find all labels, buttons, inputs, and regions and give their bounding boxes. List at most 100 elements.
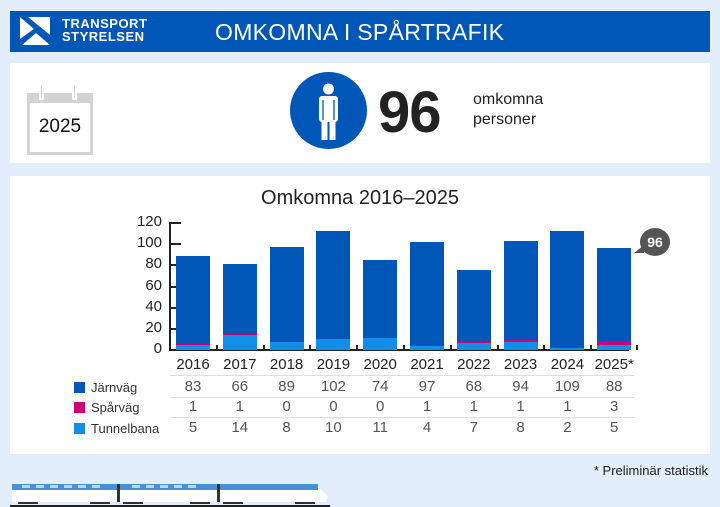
y-tick-label: 60	[145, 276, 162, 294]
bar-segment-järnväg	[222, 264, 257, 335]
logo-line-2: STYRELSEN	[62, 29, 145, 44]
table-cell: 89	[278, 378, 295, 395]
x-tick-mark	[356, 345, 359, 350]
label-line-2: personer	[473, 111, 537, 128]
bar-segment-spårväg	[410, 344, 444, 346]
table-cell: 8	[516, 419, 525, 436]
column-header-year: 2019	[316, 356, 351, 373]
table-cell: 0	[282, 398, 291, 415]
table-cell: 109	[554, 378, 580, 395]
x-tick-mark	[496, 345, 499, 350]
fatalities-count: 96	[378, 80, 442, 145]
train-illustration-icon	[10, 484, 330, 507]
bar-segment-spårväg	[597, 341, 632, 345]
bar-segment-järnväg	[363, 260, 398, 339]
chart-panel	[10, 176, 710, 454]
table-cell: 3	[610, 398, 619, 415]
bar-segment-tunnelbana	[222, 335, 257, 350]
table-cell: 1	[235, 398, 244, 415]
bar-segment-järnväg	[410, 242, 444, 345]
summary-panel: 2025 96 omkomna personer	[10, 63, 710, 163]
y-tick-label: 80	[145, 255, 162, 273]
column-header-year: 2020	[363, 356, 397, 373]
table-cell: 102	[320, 378, 346, 395]
bar-segment-järnväg	[269, 247, 304, 342]
bar-segment-järnväg	[176, 255, 210, 344]
header-bar: TRANSPORT STYRELSEN OMKOMNA I SPÅRTRAFIK	[10, 11, 710, 52]
bar-segment-spårväg	[550, 346, 585, 348]
y-tick-mark	[169, 327, 181, 330]
table-divider	[170, 397, 634, 398]
table-cell: 5	[188, 419, 198, 436]
bar-segment-tunnelbana	[503, 341, 538, 350]
y-tick-label: 120	[136, 213, 162, 230]
bar-segment-tunnelbana	[597, 344, 632, 350]
table-cell: 94	[512, 378, 529, 395]
x-tick-mark	[543, 345, 546, 350]
table-cell: 1	[563, 398, 572, 415]
table-cell: 7	[469, 419, 478, 436]
column-header-year: 2021	[410, 356, 444, 373]
table-cell: 1	[516, 398, 525, 415]
bar-segment-tunnelbana	[269, 341, 304, 350]
bar-segment-spårväg	[176, 343, 210, 345]
y-tick-label: 100	[136, 234, 162, 252]
annotation-badge: 96	[640, 228, 670, 256]
summary-year: 2025	[38, 116, 82, 137]
column-header-year: 2025*	[594, 356, 634, 373]
bar-segment-tunnelbana	[550, 347, 585, 350]
column-header-year: 2023	[503, 356, 538, 373]
y-tick-mark	[169, 306, 181, 309]
x-tick-mark	[449, 345, 452, 350]
table-cell: 0	[376, 398, 385, 415]
bar-segment-spårväg	[222, 334, 257, 336]
table-cell: 68	[465, 378, 483, 395]
bar-segment-järnväg	[550, 231, 585, 347]
x-tick-mark	[403, 345, 405, 350]
table-cell: 10	[325, 419, 342, 436]
column-header-year: 2016	[176, 356, 210, 373]
bar-segment-järnväg	[316, 231, 351, 340]
table-cell: 8	[282, 419, 291, 436]
table-cell: 2	[563, 419, 572, 436]
bar-segment-tunnelbana	[363, 338, 398, 350]
bar-segment-spårväg	[456, 341, 491, 343]
calendar-icon: 2025	[27, 86, 93, 159]
column-header-year: 2024	[550, 356, 585, 373]
table-cell: 1	[469, 398, 478, 415]
table-cell: 1	[422, 398, 432, 415]
table-cell: 14	[231, 419, 249, 436]
footnote-mark: *	[593, 463, 599, 478]
x-tick-mark	[309, 345, 312, 350]
x-tick-mark	[590, 345, 593, 350]
table-divider	[170, 375, 634, 376]
table-cell: 88	[605, 378, 623, 395]
chart-title: Omkomna 2016–2025	[261, 187, 459, 209]
footnote: * Preliminär statistik	[594, 463, 708, 478]
y-tick-label: 0	[153, 340, 162, 357]
column-header-year: 2018	[269, 356, 304, 373]
table-cell: 97	[418, 378, 436, 395]
bar-segment-spårväg	[503, 340, 538, 342]
legend-swatch-1	[74, 402, 85, 413]
table-cell: 4	[422, 419, 432, 436]
table-cell: 74	[371, 378, 389, 395]
transportstyrelsen-logo-icon	[20, 17, 50, 45]
legend-label: Spårväg	[91, 400, 140, 415]
footnote-text: Preliminär statistik	[602, 463, 708, 478]
legend-swatch-0	[74, 382, 85, 393]
y-tick-label: 40	[145, 297, 162, 315]
annotation-tail	[634, 245, 644, 253]
y-tick-mark	[169, 243, 181, 246]
logo-line-1: TRANSPORT	[62, 16, 148, 31]
x-axis	[169, 349, 629, 351]
bar-segment-tunnelbana	[456, 342, 491, 350]
y-tick-mark	[169, 222, 181, 224]
bar-segment-järnväg	[503, 240, 538, 341]
person-icon	[290, 72, 367, 149]
legend-label: Tunnelbana	[91, 421, 160, 436]
y-tick-mark	[169, 264, 181, 267]
legend-label: Järnväg	[91, 380, 138, 395]
table-cell: 5	[610, 419, 619, 436]
page-title: OMKOMNA I SPÅRTRAFIK	[215, 19, 505, 45]
